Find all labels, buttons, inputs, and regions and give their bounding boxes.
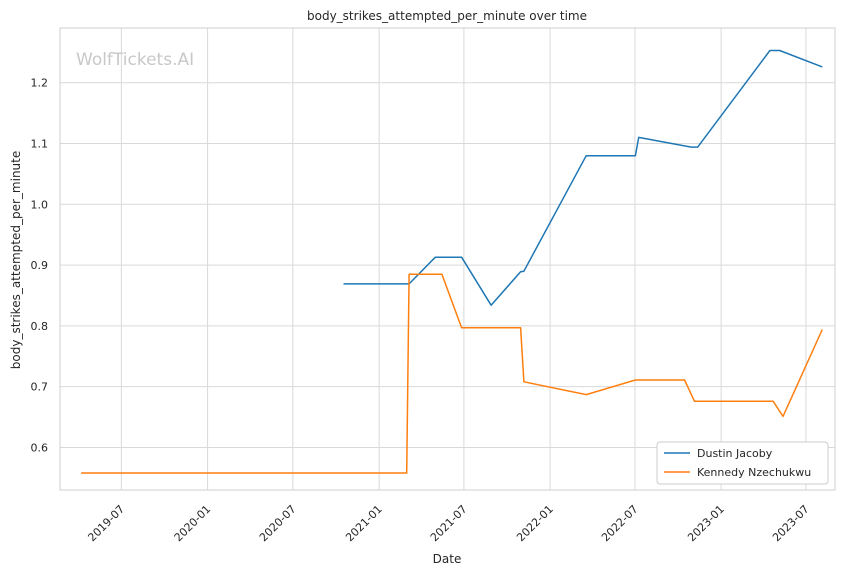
x-tick-label: 2019-07 — [85, 503, 127, 545]
y-tick-label: 1.1 — [31, 138, 49, 151]
y-axis-label: body_strikes_attempted_per_minute — [9, 151, 23, 369]
x-tick-label: 2020-01 — [172, 503, 214, 545]
series-line-dustin-jacoby — [343, 49, 823, 306]
x-tick-label: 2020-07 — [257, 503, 299, 545]
x-tick-labels: 2019-07 2020-01 2020-07 2021-01 2021-07 2022-… — [85, 503, 811, 545]
legend-box — [656, 441, 829, 485]
watermark: WolfTickets.AI — [76, 50, 194, 70]
y-tick-label: 1.0 — [31, 198, 49, 211]
x-axis-label: Date — [433, 552, 462, 566]
chart-title: body_strikes_attempted_per_minute over t… — [307, 9, 587, 23]
y-tick-label: 0.7 — [31, 381, 49, 394]
series-layer — [81, 49, 823, 474]
x-gridlines — [120, 28, 807, 490]
x-tick-label: 2021-07 — [428, 503, 470, 545]
y-tick-labels: 0.6 0.7 0.8 0.9 1.0 1.1 1.2 — [31, 77, 49, 455]
x-tick-label: 2023-01 — [685, 503, 727, 545]
x-tick-label: 2022-07 — [599, 503, 641, 545]
series-line-kennedy-nzechukwu — [81, 273, 823, 474]
y-tick-label: 0.6 — [31, 441, 49, 454]
y-tick-label: 1.2 — [31, 77, 49, 90]
plot-frame — [59, 27, 836, 491]
x-tick-label: 2021-01 — [343, 503, 385, 545]
y-tick-label: 0.8 — [31, 320, 49, 333]
y-tick-label: 0.9 — [31, 259, 49, 272]
legend-label-dustin-jacoby: Dustin Jacoby — [697, 447, 773, 460]
y-gridlines — [60, 82, 835, 448]
x-tick-label: 2023-07 — [770, 503, 812, 545]
legend: Dustin Jacoby Kennedy Nzechukwu — [656, 441, 829, 485]
x-tick-label: 2022-01 — [514, 503, 556, 545]
legend-label-kennedy-nzechukwu: Kennedy Nzechukwu — [697, 466, 811, 479]
